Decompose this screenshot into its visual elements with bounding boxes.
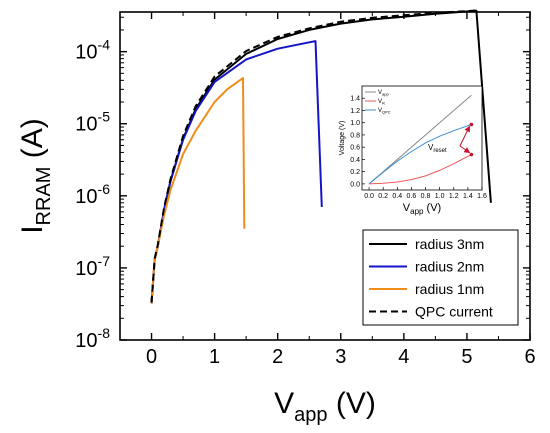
x-tick-label: 0	[146, 346, 157, 368]
inset-y-tick-label: 1.0	[350, 120, 360, 127]
series-line-radius-1nm	[150, 77, 246, 304]
inset-y-tick-label: 0.2	[350, 169, 360, 176]
x-tick-label: 3	[335, 346, 346, 368]
main-plot: 0 1 2 3 4 5 6 10-8 10-7 10-6 10-5 10-4 Vapp (V) IRRAM…	[16, 9, 536, 426]
series-line-qpc-current	[150, 9, 480, 303]
inset-marker	[469, 122, 474, 127]
inset-y-tick-label: 0.0	[350, 181, 360, 188]
legend-label: radius 1nm	[415, 281, 484, 297]
y-axis-title: IRRAM (A)	[16, 118, 55, 234]
inset-annotation-arrow	[459, 125, 470, 147]
inset-marker	[469, 152, 474, 157]
inset-series-line-r	[369, 154, 472, 185]
legend-label: radius 2nm	[415, 259, 484, 275]
inset-plot: 0.0 0.2 0.4 0.6 0.8 1.0 1.2 1.4 1.6 0.0 0.2 0.4 0.6 0…	[339, 85, 487, 216]
inset-legend-label: VQPC	[378, 108, 391, 115]
inset-x-tick-label: 0.6	[407, 193, 417, 200]
y-tick-label: 10-4	[75, 37, 110, 64]
y-tick-label: 10-5	[75, 109, 110, 136]
inset-y-tick-label: 0.4	[350, 157, 360, 164]
legend-label: QPC current	[415, 304, 493, 320]
inset-x-tick-label: 0.8	[421, 193, 431, 200]
y-tick-label: 10-6	[75, 181, 110, 208]
inset-x-tick-label: 0.4	[392, 193, 402, 200]
inset-x-axis-title: Vapp (V)	[403, 202, 441, 216]
inset-x-tick-label: 1.0	[435, 193, 445, 200]
x-tick-label: 6	[524, 346, 535, 368]
inset-legend-label: Vapp	[378, 90, 389, 97]
inset-x-tick-label: 1.6	[477, 193, 487, 200]
y-tick-label: 10-8	[75, 325, 110, 352]
plot-frame	[119, 11, 531, 341]
inset-series-line-qpc	[368, 124, 472, 185]
inset-x-tick-label: 1.4	[463, 193, 473, 200]
inset-y-tick-label: 0.6	[350, 145, 360, 152]
x-axis-title: Vapp (V)	[274, 387, 376, 426]
inset-x-tick-label: 1.2	[449, 193, 459, 200]
y-tick-label: 10-7	[75, 253, 110, 280]
inset-x-tick-label: 0.0	[364, 193, 374, 200]
legend: radius 3nm radius 2nm radius 1nm QPC curren…	[362, 229, 519, 326]
x-tick-label: 4	[398, 346, 409, 368]
legend-label: radius 3nm	[415, 236, 484, 252]
inset-x-tick-label: 0.2	[378, 193, 388, 200]
inset-legend-label: VR	[378, 99, 385, 106]
inset-series-line-app	[368, 94, 472, 185]
inset-y-axis-title: Voltage (V)	[339, 121, 346, 156]
inset-y-tick-label: 0.8	[350, 132, 360, 139]
inset-annotation-arrow	[459, 145, 471, 154]
inset-y-tick-label: 1.2	[350, 108, 360, 115]
x-tick-label: 5	[461, 346, 472, 368]
inset-annotation-vreset: Vreset	[428, 143, 447, 154]
inset-y-tick-label: 1.4	[350, 96, 360, 103]
x-tick-label: 2	[272, 346, 283, 368]
legend-box	[362, 229, 519, 326]
x-tick-label: 1	[209, 346, 220, 368]
